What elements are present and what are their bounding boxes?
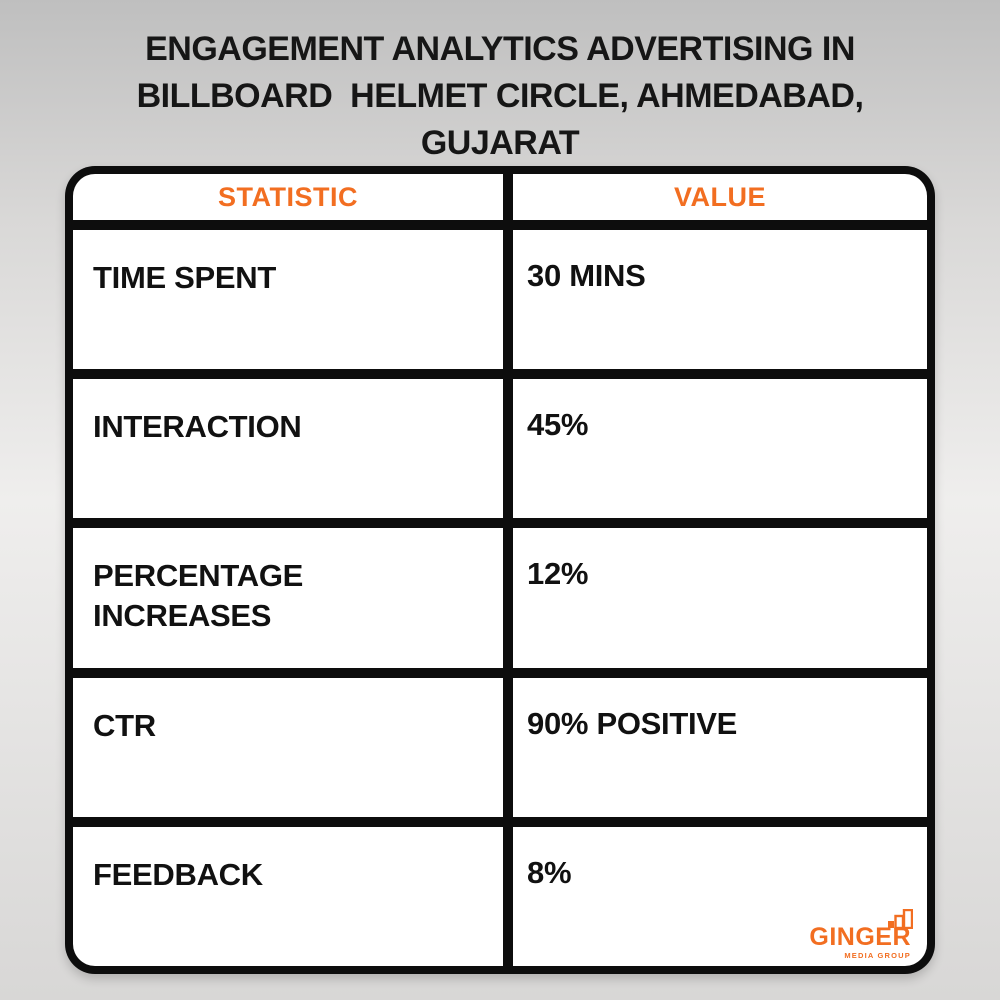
ginger-media-group-logo: GINGER MEDIA GROUP xyxy=(809,909,913,961)
statistic-label: CTR xyxy=(93,707,156,743)
statistic-cell: PERCENTAGE INCREASES xyxy=(73,528,503,668)
statistic-cell: FEEDBACK xyxy=(73,826,503,966)
column-header-statistic: STATISTIC xyxy=(73,174,503,220)
value-cell: 30 MINS xyxy=(513,230,927,370)
stepped-growth-squares-icon xyxy=(888,909,913,930)
value-cell: 12% xyxy=(513,528,927,668)
statistic-cell: TIME SPENT xyxy=(73,230,503,370)
title-line-3: GUJARAT xyxy=(420,124,580,162)
value-text: 8% xyxy=(527,854,572,890)
title-line-1: ENGAGEMENT ANALYTICS ADVERTISING IN xyxy=(145,30,855,68)
value-cell: 8% GINGER MEDIA GROUP xyxy=(513,826,927,966)
logo-subtitle: MEDIA GROUP xyxy=(844,951,911,961)
value-cell: 45% xyxy=(513,379,927,519)
statistic-cell: INTERACTION xyxy=(73,379,503,519)
statistic-label: INTERACTION xyxy=(93,409,302,445)
column-header-value: VALUE xyxy=(513,174,927,220)
title-line-2: BILLBOARD HELMET CIRCLE, AHMEDABAD, xyxy=(136,77,864,115)
statistic-label: TIME SPENT xyxy=(93,260,277,295)
page-title: ENGAGEMENT ANALYTICS ADVERTISING IN BILL… xyxy=(50,26,950,167)
statistic-label: FEEDBACK xyxy=(93,856,263,892)
engagement-analytics-table: STATISTIC VALUE TIME SPENT 30 MINS INTER… xyxy=(65,166,935,974)
statistic-label: PERCENTAGE INCREASES xyxy=(93,558,304,634)
logo-name: GINGER xyxy=(809,923,911,952)
statistic-cell: CTR xyxy=(73,677,503,817)
value-cell: 90% POSITIVE xyxy=(513,677,927,817)
